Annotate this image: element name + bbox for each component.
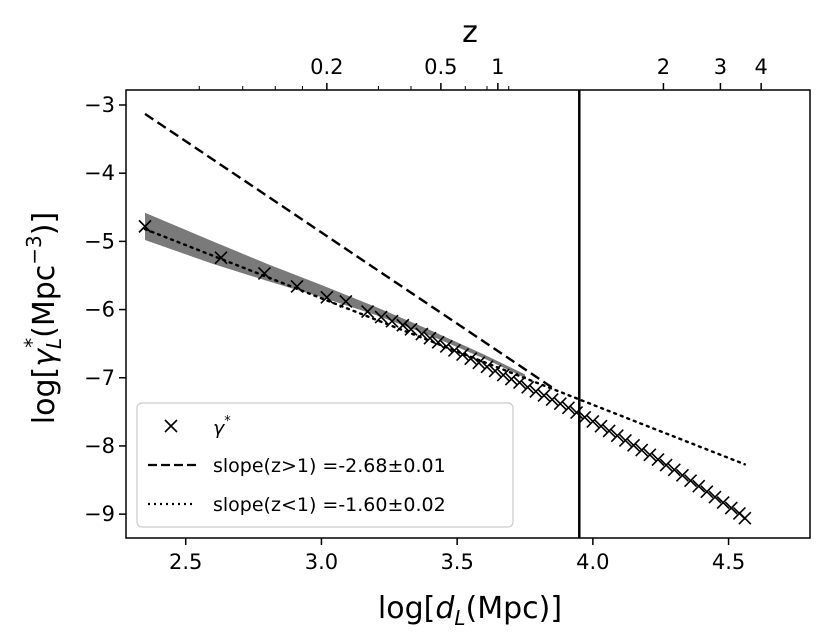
y-tick-label: −8 [84,434,115,458]
top-tick-label: 0.2 [310,55,343,79]
x-tick-label: 4.0 [576,550,609,574]
data-point [415,327,429,341]
x-axis-label: log[dL(Mpc)] [378,591,562,630]
legend-label-gamma: γ* [213,414,231,439]
data-markers-layer [138,219,752,525]
y-axis-ticks: −3 −4 −5 −6 −7 −8 −9 [84,93,126,526]
data-point [385,314,399,328]
top-tick-label: 3 [714,55,727,79]
data-point [692,479,706,493]
top-tick-label: 2 [657,55,670,79]
data-point [643,448,657,462]
data-point [561,401,575,415]
data-point [529,384,543,398]
data-point [404,322,418,336]
top-tick-label: 1 [491,55,504,79]
data-point [488,364,502,378]
confidence-band [145,212,525,378]
data-point [594,419,608,433]
data-point [339,294,353,308]
data-point [361,305,375,319]
y-tick-label: −5 [84,229,115,253]
data-point [138,219,152,233]
y-tick-label: −6 [84,298,115,322]
plot-frame [125,89,811,539]
x-tick-label: 3.5 [440,550,473,574]
data-point [570,405,584,420]
legend-x-marker-icon [164,419,178,433]
data-point [374,310,388,324]
data-point [675,468,689,482]
data-point [708,490,722,504]
data-point [578,410,592,424]
top-axis-label: z [462,15,478,50]
y-tick-label: −3 [84,93,115,117]
data-point [521,380,535,394]
data-point [667,463,681,477]
x-tick-label: 3.0 [305,550,338,574]
data-point [700,485,714,499]
data-point [627,438,641,452]
data-point [431,335,445,349]
x-axis-ticks: 2.5 3.0 3.5 4.0 4.5 [169,538,745,574]
data-point [618,433,632,448]
fit-line-dashed [144,112,556,391]
y-tick-label: −7 [84,366,115,390]
y-axis-label: log[γL*(Mpc−3)] [20,212,66,424]
data-point [602,424,616,438]
legend-label-slope-high-z: slope(z>1) =-2.68±0.01 [213,455,446,477]
data-point [290,279,304,293]
data-point [423,331,437,345]
data-point [553,397,567,411]
data-point [257,266,271,280]
data-point [716,495,730,510]
data-point [651,453,665,467]
data-point [320,290,334,304]
top-tick-label: 4 [754,55,767,79]
data-point [738,511,752,525]
data-point [464,352,478,366]
data-point [504,372,518,386]
x-tick-label: 4.5 [712,550,745,574]
data-point [456,348,470,362]
legend-entry-markers: γ* [164,414,231,439]
data-point [447,343,461,358]
data-point [214,251,228,265]
data-point [724,501,738,515]
x-tick-label: 2.5 [169,550,202,574]
top-z-axis-ticks: 0.2 0.5 1 2 3 4 [198,55,768,90]
data-point [659,458,673,472]
data-point [610,429,624,443]
legend-entry-dotted: slope(z<1) =-1.60±0.02 [148,494,446,516]
confidence-band-layer [145,212,525,378]
y-tick-label: −4 [84,161,115,185]
legend-entry-dashed: slope(z>1) =-2.68±0.01 [148,455,446,477]
data-point [496,368,510,382]
data-point [635,443,649,457]
data-point [439,339,453,353]
data-point [684,474,698,488]
data-point [586,414,600,428]
y-tick-label: −9 [84,502,115,526]
data-point [472,356,486,370]
top-tick-label: 0.5 [424,55,457,79]
data-point [480,360,494,374]
legend-label-slope-low-z: slope(z<1) =-1.60±0.02 [213,494,446,516]
legend: γ* slope(z>1) =-2.68±0.01 slope(z<1) =-1… [136,402,514,528]
legend-box [136,402,514,528]
data-point [537,388,551,403]
data-point [513,375,527,390]
data-point [396,318,410,332]
data-point [545,393,559,407]
